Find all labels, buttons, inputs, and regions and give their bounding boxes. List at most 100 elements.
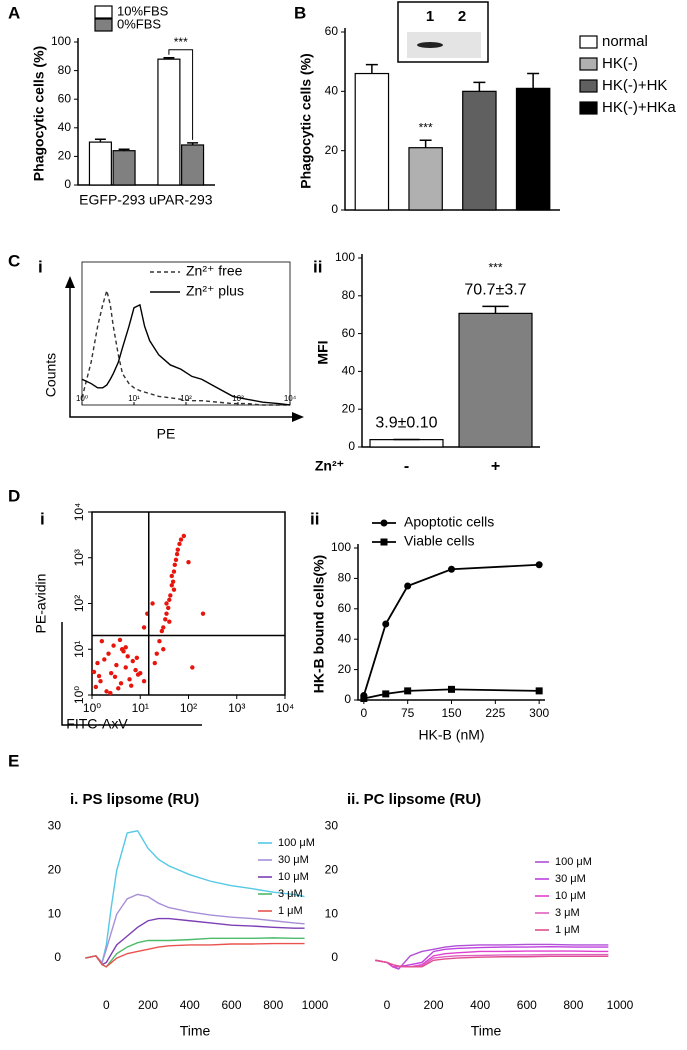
bar [462, 90, 497, 211]
point [181, 533, 187, 539]
legend-label: 100 μM [555, 856, 592, 868]
x-tick-label: 10⁴ [284, 394, 297, 403]
x-tick-label: 10³ [228, 701, 245, 715]
y-tick-label: 20 [338, 662, 352, 676]
x-axis-title: Time [471, 1023, 502, 1039]
legend-swatch [94, 18, 113, 32]
x-tick-label: 150 [441, 706, 461, 720]
y-tick-label: 60 [342, 326, 356, 340]
x-tick-label: 75 [401, 706, 415, 720]
marker [382, 690, 390, 698]
y-tick-label: 40 [58, 120, 72, 134]
point [123, 665, 128, 670]
y-tick-label: 10 [325, 906, 339, 920]
x-tick-label: 1000 [607, 998, 634, 1012]
point [102, 657, 107, 662]
error-bar [163, 56, 175, 60]
y-axis-title: Phagocytic cells (%) [31, 46, 47, 181]
bar [181, 144, 205, 186]
point [127, 677, 132, 682]
significance-bracket [168, 49, 194, 140]
x-tick-label: - [404, 458, 409, 475]
point [164, 601, 169, 606]
annotation: *** [488, 261, 502, 275]
point [174, 551, 180, 557]
point [104, 689, 109, 694]
marker [535, 561, 543, 569]
point [106, 651, 111, 656]
point [173, 557, 179, 563]
x-tick-label: 400 [180, 998, 200, 1012]
error-bar [482, 305, 509, 314]
legend-label: HK(-) [602, 55, 638, 72]
point [154, 651, 159, 656]
x-tick-label: 400 [470, 998, 490, 1012]
bar [112, 150, 136, 186]
legend-marker [380, 538, 388, 546]
point [152, 660, 157, 666]
y-tick-label: 100 [331, 540, 351, 554]
y-axis-title: MFI [315, 340, 331, 364]
legend-label: 1 μM [555, 924, 580, 936]
y-tick-label: 0 [54, 950, 61, 964]
point [164, 611, 169, 616]
x-tick-label: 10⁰ [76, 394, 88, 403]
y-tick-label: 0 [331, 950, 338, 964]
axis-line [61, 622, 202, 726]
y-tick-label: 80 [58, 63, 72, 77]
legend-label: 3 μM [278, 888, 303, 900]
x-axis-title: PE [157, 426, 176, 442]
x-tick-label: 0 [361, 706, 368, 720]
panel-label: C [8, 251, 20, 270]
point [172, 562, 177, 568]
point [161, 647, 166, 652]
point [190, 665, 195, 670]
point [169, 573, 174, 579]
legend-swatch [579, 101, 598, 115]
y-tick-label: 40 [338, 631, 352, 645]
annotation: *** [419, 120, 433, 134]
point [98, 679, 103, 684]
bar [515, 87, 551, 211]
point [129, 683, 134, 688]
y-tick-label: 0 [344, 692, 351, 706]
point [167, 619, 172, 624]
panel-label: D [8, 486, 20, 505]
point [95, 660, 100, 666]
x-axis-title: Time [180, 1023, 211, 1039]
x-tick-label: 10³ [232, 394, 244, 403]
panel-label: i [38, 257, 43, 276]
x-tick-label: + [491, 458, 500, 475]
point [111, 643, 116, 648]
bar [369, 439, 444, 448]
error-bar [527, 72, 540, 89]
x-tick-label: 800 [563, 998, 583, 1012]
x-tick-label: 600 [222, 998, 242, 1012]
x-tick-label: 0 [384, 998, 391, 1012]
annotation: *** [174, 35, 188, 49]
y-tick-label: 100 [51, 34, 71, 48]
marker [448, 565, 455, 573]
error-bar [365, 63, 378, 74]
marker [404, 687, 412, 695]
point [175, 547, 180, 552]
y-tick-label: 10⁴ [72, 503, 86, 522]
point [119, 647, 125, 652]
legend-label: 10 μM [278, 871, 309, 883]
point [141, 679, 147, 684]
x-tick-label: 225 [485, 706, 505, 720]
series-line [375, 943, 609, 970]
legend-swatch [94, 5, 113, 19]
y-axis-title: Counts [43, 353, 59, 397]
marker [404, 582, 412, 590]
error-bar [419, 139, 432, 148]
point [116, 686, 121, 691]
error-bar [94, 138, 106, 143]
legend-label: 3 μM [555, 907, 580, 919]
y-tick-label: 10² [72, 595, 86, 612]
value-label: 3.9±0.10 [375, 415, 437, 432]
legend-label: 100 μM [278, 837, 315, 849]
chart-title: i. PS lipsome (RU) [70, 791, 199, 808]
x-tick-label: 10² [180, 394, 192, 403]
